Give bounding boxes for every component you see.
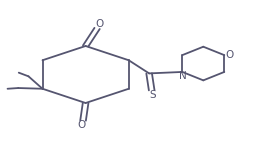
Text: S: S [149, 90, 156, 100]
Text: O: O [78, 120, 86, 130]
Text: O: O [226, 50, 234, 60]
Text: N: N [179, 71, 187, 81]
Text: O: O [95, 20, 103, 30]
